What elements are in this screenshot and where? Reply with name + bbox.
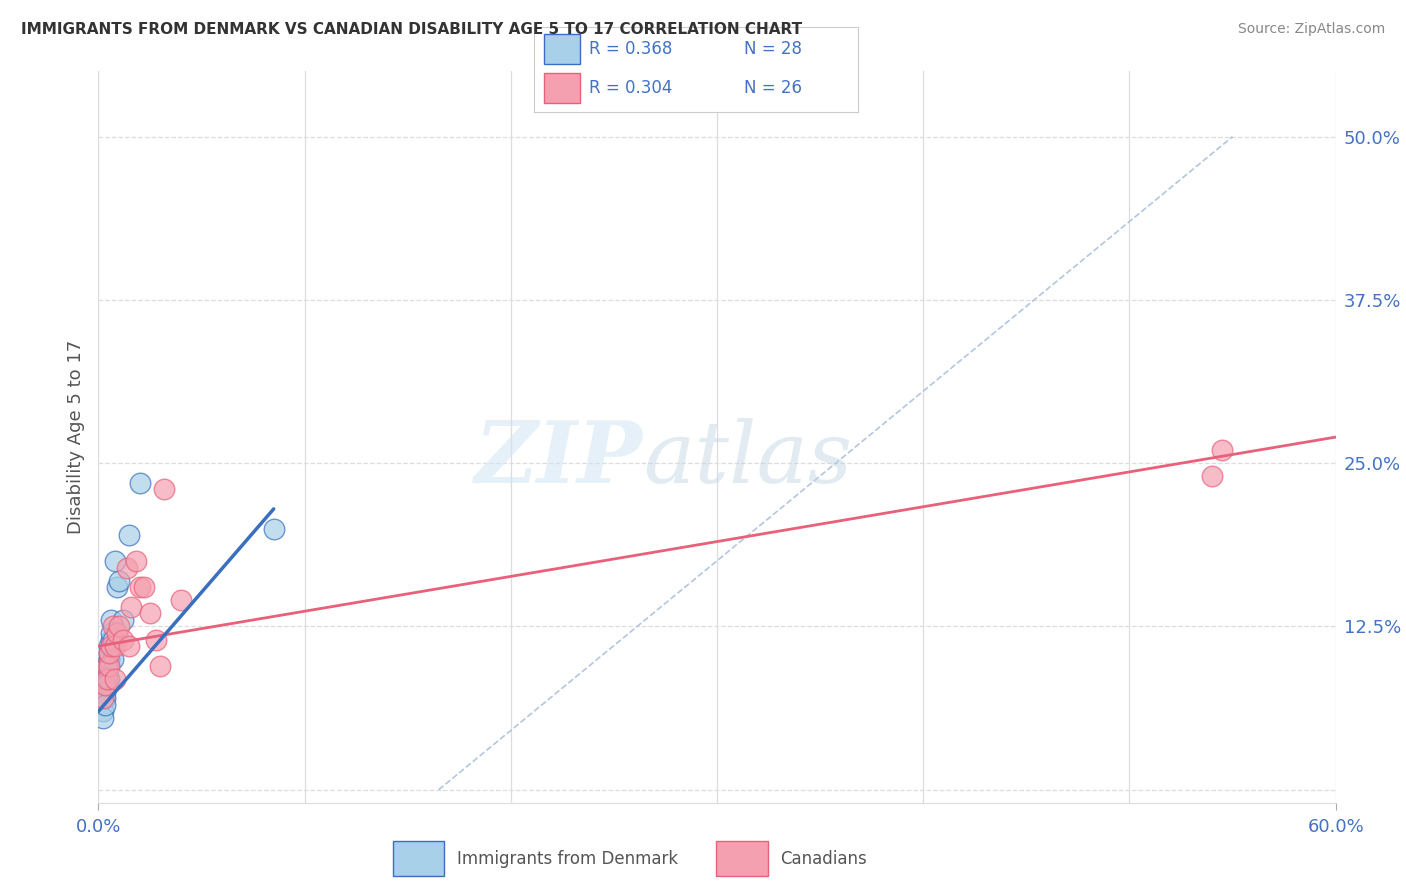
Text: IMMIGRANTS FROM DENMARK VS CANADIAN DISABILITY AGE 5 TO 17 CORRELATION CHART: IMMIGRANTS FROM DENMARK VS CANADIAN DISA… (21, 22, 803, 37)
Point (108, 574, 131, 588)
Text: R = 0.304: R = 0.304 (589, 78, 672, 96)
Point (153, 483, 176, 497)
Point (97, 639, 120, 653)
Point (97, 646, 120, 660)
Point (93, 698, 115, 712)
Text: Source: ZipAtlas.com: Source: ZipAtlas.com (1237, 22, 1385, 37)
Point (104, 639, 127, 653)
Text: N = 28: N = 28 (745, 40, 803, 58)
Point (97, 646, 120, 660)
Text: ZIP: ZIP (475, 417, 643, 500)
Point (97, 652, 120, 666)
Point (263, 521, 285, 535)
Point (101, 652, 124, 666)
FancyBboxPatch shape (392, 841, 444, 876)
Point (100, 626, 122, 640)
Text: N = 26: N = 26 (745, 78, 803, 96)
Point (96, 658, 118, 673)
Point (108, 619, 131, 633)
Point (96, 672, 118, 686)
FancyBboxPatch shape (544, 34, 579, 64)
Point (1211, 443, 1233, 458)
Point (128, 580, 150, 594)
Y-axis label: Disability Age 5 to 17: Disability Age 5 to 17 (66, 340, 84, 534)
FancyBboxPatch shape (716, 841, 768, 876)
Point (112, 613, 135, 627)
Point (120, 599, 142, 614)
Point (93, 678, 115, 692)
Point (132, 580, 155, 594)
Point (139, 607, 162, 621)
Point (97, 672, 120, 686)
Point (91, 711, 114, 725)
Text: R = 0.368: R = 0.368 (589, 40, 672, 58)
Point (112, 632, 135, 647)
Point (96, 678, 118, 692)
Point (101, 619, 124, 633)
Point (97, 658, 120, 673)
Point (128, 475, 150, 490)
Point (100, 613, 122, 627)
Point (96, 658, 118, 673)
Point (91, 705, 114, 719)
Point (100, 632, 122, 647)
Point (100, 639, 122, 653)
Point (149, 658, 172, 673)
Point (170, 593, 193, 607)
Point (93, 691, 115, 706)
Point (124, 554, 146, 568)
Point (93, 678, 115, 692)
Text: Canadians: Canadians (780, 849, 868, 868)
FancyBboxPatch shape (544, 72, 579, 103)
Point (97, 652, 120, 666)
Point (105, 580, 128, 594)
Point (118, 528, 141, 542)
Point (96, 665, 118, 680)
Point (145, 632, 167, 647)
Text: atlas: atlas (643, 417, 852, 500)
Point (105, 626, 128, 640)
Point (97, 658, 120, 673)
Text: Immigrants from Denmark: Immigrants from Denmark (457, 849, 678, 868)
Point (104, 554, 127, 568)
Point (101, 632, 124, 647)
Point (1201, 469, 1223, 483)
Point (117, 560, 139, 574)
Point (104, 672, 127, 686)
Point (118, 639, 141, 653)
Point (93, 685, 115, 699)
Point (91, 691, 114, 706)
Point (96, 672, 118, 686)
